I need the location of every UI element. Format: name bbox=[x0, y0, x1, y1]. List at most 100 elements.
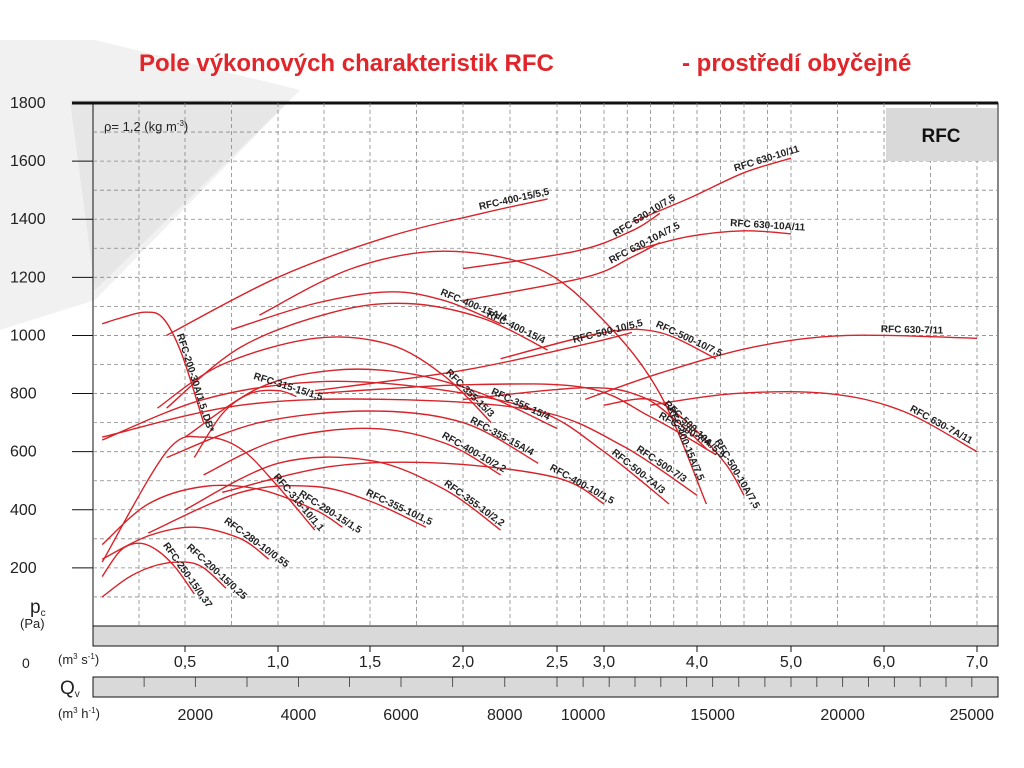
x-tick-label: 2,0 bbox=[452, 654, 474, 671]
series-curve bbox=[222, 461, 605, 505]
density-note-main: ρ= 1,2 (kg m bbox=[104, 119, 177, 134]
series-curve bbox=[166, 410, 539, 464]
y-axis-symbol-sub: c bbox=[41, 608, 46, 619]
curve-labels: RFC-200-15/0,25RFC-200-30A/1,5..DB*RFC-2… bbox=[160, 144, 974, 611]
series-curve bbox=[157, 336, 492, 424]
x2-tick-label: 25000 bbox=[950, 707, 995, 724]
x-unit-a-end: ) bbox=[95, 652, 99, 667]
x-unit-b-end: ) bbox=[96, 706, 100, 721]
series-label: RFC-200-30A/1,5..DB* bbox=[174, 332, 216, 433]
x-tick-label: 4,0 bbox=[686, 654, 708, 671]
series-curve bbox=[101, 484, 343, 546]
y-tick-label: 800 bbox=[10, 386, 37, 403]
x-tick-label: 1,5 bbox=[359, 654, 381, 671]
x-tick-label: 0,5 bbox=[174, 654, 196, 671]
series-label: RFC 630-7/11 bbox=[881, 324, 944, 336]
y-tick-label: 1000 bbox=[10, 327, 46, 344]
x-unit-a: (m bbox=[58, 652, 73, 667]
y-tick-label: 1600 bbox=[10, 153, 46, 170]
series-curve bbox=[147, 484, 427, 534]
x2-tick-label: 4000 bbox=[281, 707, 317, 724]
series-label: RFC-355-10/1,5 bbox=[364, 488, 434, 529]
x2-axis-minor-ticks bbox=[143, 677, 973, 687]
chart-title: Pole výkonových charakteristik RFC bbox=[139, 50, 554, 77]
series-curve bbox=[166, 198, 548, 337]
series-curve bbox=[101, 542, 195, 595]
series-label: RFC-280-10/0,55 bbox=[222, 516, 291, 571]
x-tick-label: 2,5 bbox=[546, 654, 568, 671]
x-unit-b-sup2: -1 bbox=[88, 706, 96, 715]
series-curve bbox=[184, 456, 502, 531]
y-tick-label: 1800 bbox=[10, 95, 46, 112]
series-curve bbox=[631, 157, 792, 223]
y-tick-label: 200 bbox=[10, 560, 37, 577]
badge-box bbox=[886, 108, 997, 161]
y-axis-unit: (Pa) bbox=[20, 616, 45, 631]
series-curve bbox=[584, 334, 978, 401]
x2-tick-label: 8000 bbox=[487, 707, 523, 724]
series-curve bbox=[650, 391, 978, 453]
x2-axis-unit: (m3 h-1) bbox=[58, 706, 100, 721]
series-label: RFC-400-10/1,5 bbox=[548, 462, 616, 507]
x2-tick-label: 20000 bbox=[820, 707, 865, 724]
series-curve bbox=[102, 311, 205, 423]
badge-label: RFC bbox=[921, 126, 960, 147]
x-tick-label: 5,0 bbox=[780, 654, 802, 671]
y-tick-label: 400 bbox=[10, 502, 37, 519]
series-curve bbox=[462, 241, 661, 302]
x-unit-a-sup: 3 bbox=[73, 652, 78, 661]
series-curve bbox=[631, 230, 792, 252]
x2-tick-label: 15000 bbox=[690, 707, 735, 724]
chart-subtitle: - prostředí obyčejné bbox=[682, 50, 912, 77]
x-unit-a-mid: s bbox=[78, 652, 89, 667]
x-axis-ticks: 0,5 1,0 1,5 2,0 2,5 3,0 4,0 5,0 6,0 7,0 bbox=[174, 646, 988, 671]
series-curve bbox=[101, 380, 670, 505]
series-label: RFC-500-10/7,5 bbox=[654, 319, 724, 359]
x-tick-label: 1,0 bbox=[267, 654, 289, 671]
series-curve bbox=[603, 398, 745, 496]
y-tick-label: 1200 bbox=[10, 269, 46, 286]
series-curve bbox=[462, 386, 707, 450]
x-tick-label: 3,0 bbox=[593, 654, 615, 671]
series-curve bbox=[259, 250, 708, 505]
series-curve bbox=[462, 212, 661, 270]
x2-axis-ticks: 2000 4000 6000 8000 10000 15000 20000 25000 bbox=[178, 707, 995, 724]
y-axis-symbol: pc bbox=[30, 597, 46, 619]
curves bbox=[101, 157, 978, 598]
x-unit-b-sup: 3 bbox=[73, 706, 78, 715]
series-curve bbox=[314, 383, 717, 456]
density-note-sup: -3 bbox=[177, 119, 185, 128]
density-note: ρ= 1,2 (kg m-3) bbox=[104, 119, 188, 134]
series-curve bbox=[101, 526, 270, 560]
x-unit-b-mid: h bbox=[78, 706, 89, 721]
y-axis-ticks: 200 400 600 800 1000 1200 1400 1600 1800 bbox=[10, 95, 93, 577]
series-curve bbox=[203, 427, 501, 476]
y-axis-zero: 0 bbox=[22, 655, 30, 671]
density-note-end: ) bbox=[184, 119, 188, 134]
x2-axis-symbol: Qv bbox=[60, 678, 80, 700]
series-curve bbox=[166, 302, 548, 409]
y-tick-label: 600 bbox=[10, 444, 37, 461]
series-curve bbox=[184, 368, 558, 438]
series-label: RFC-500-10/5,5 bbox=[572, 318, 645, 346]
series-curve bbox=[500, 328, 717, 360]
series-label: RFC-355-10/2,2 bbox=[442, 478, 507, 529]
series-curve bbox=[231, 291, 501, 331]
x-tick-label: 7,0 bbox=[966, 654, 988, 671]
grid bbox=[93, 103, 998, 626]
series-label: RFC 630-10A/11 bbox=[730, 218, 806, 234]
series-label: RFC 630-7A/11 bbox=[908, 404, 975, 447]
x-tick-label: 6,0 bbox=[873, 654, 895, 671]
x-axis-band bbox=[92, 625, 999, 647]
series-curve bbox=[314, 331, 633, 392]
x-axis-unit: (m3 s-1) bbox=[58, 652, 99, 667]
y-tick-label: 1400 bbox=[10, 211, 46, 228]
x2-tick-label: 6000 bbox=[383, 707, 419, 724]
series-label: RFC-400-15A/4 bbox=[439, 287, 509, 324]
x2-axis-symbol-sub: v bbox=[75, 689, 80, 700]
x2-tick-label: 10000 bbox=[561, 707, 606, 724]
x2-tick-label: 2000 bbox=[178, 707, 214, 724]
x2-axis-band bbox=[92, 676, 999, 698]
